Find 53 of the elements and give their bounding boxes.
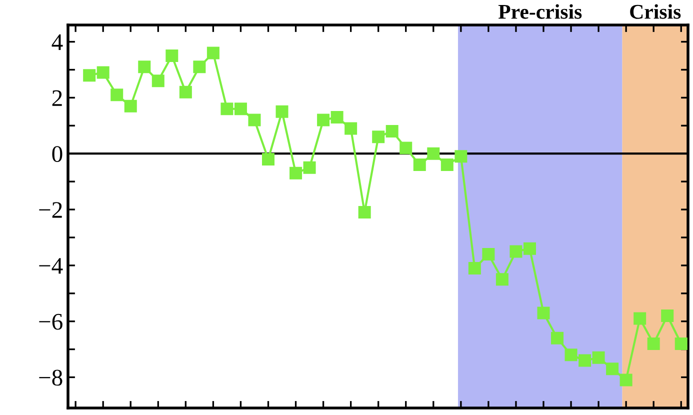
point xyxy=(400,142,412,154)
point xyxy=(496,273,508,286)
point xyxy=(124,100,137,112)
point xyxy=(303,161,316,174)
point xyxy=(620,374,632,386)
point xyxy=(358,206,371,219)
point xyxy=(440,158,454,172)
point xyxy=(276,105,288,118)
point xyxy=(454,150,468,163)
point xyxy=(661,309,674,322)
point xyxy=(206,46,220,60)
point xyxy=(413,158,426,172)
point xyxy=(138,60,151,74)
point xyxy=(386,124,398,138)
point xyxy=(262,152,274,166)
text: Pre-crisis xyxy=(498,4,582,19)
point xyxy=(578,354,592,367)
point xyxy=(523,242,536,255)
point xyxy=(592,351,605,364)
y-tick-label: 2 xyxy=(52,90,62,106)
point xyxy=(510,245,522,258)
y-tick-label: −4 xyxy=(39,258,63,274)
point xyxy=(193,60,206,74)
text: Crisis xyxy=(630,4,681,19)
point xyxy=(234,102,247,116)
point xyxy=(482,248,495,260)
point xyxy=(372,130,385,144)
point xyxy=(344,122,358,135)
point xyxy=(674,337,688,350)
y-tick-label: −6 xyxy=(39,314,62,330)
point xyxy=(220,102,234,116)
point xyxy=(166,50,178,62)
point xyxy=(152,74,164,88)
point xyxy=(330,111,344,124)
y-tick-label: 4 xyxy=(52,34,63,50)
point xyxy=(647,337,660,350)
point xyxy=(96,66,110,79)
point xyxy=(551,332,564,344)
point xyxy=(317,114,330,126)
point xyxy=(427,147,440,160)
point xyxy=(248,114,261,126)
y-tick-label: −8 xyxy=(39,370,62,386)
point xyxy=(290,166,302,180)
point xyxy=(83,69,96,82)
point xyxy=(110,88,124,102)
point xyxy=(537,306,550,320)
y-tick-label: −2 xyxy=(39,202,62,218)
point xyxy=(606,362,619,376)
point xyxy=(468,262,481,274)
point xyxy=(179,86,192,98)
y-tick-label: 0 xyxy=(52,146,62,162)
point xyxy=(564,348,578,362)
point xyxy=(634,312,646,325)
